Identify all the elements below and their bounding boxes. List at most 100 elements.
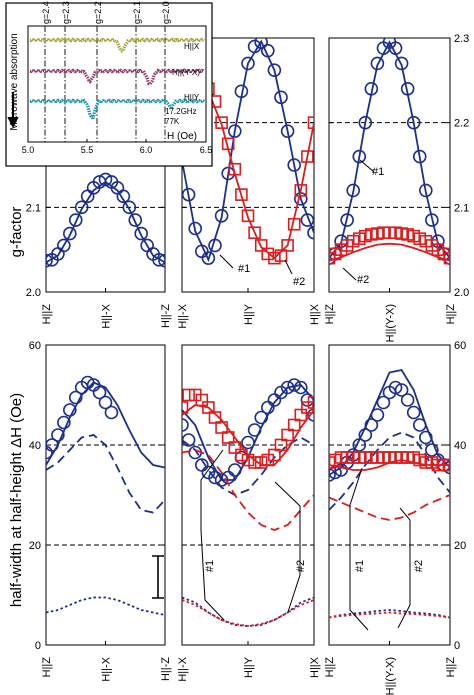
- data-point-square: [235, 188, 248, 201]
- data-point-circle: [307, 408, 314, 422]
- data-point-circle: [346, 183, 361, 198]
- series-group: [329, 368, 450, 619]
- trace-h-x: [29, 37, 206, 53]
- trace-h-y: [29, 98, 206, 120]
- chart-panel-6: H||Z H||(Y-X) H||Z 0 20 40 60 #1 #2: [324, 340, 466, 695]
- data-point-circle: [46, 253, 53, 268]
- annotation-leader: [359, 159, 375, 173]
- series-n2-dotted-line: [329, 611, 450, 619]
- y-tick-label: 40: [29, 440, 41, 452]
- series-group: [46, 172, 165, 268]
- g-marker-label: g=2.0: [161, 1, 171, 24]
- y-tick-label: 0: [35, 640, 41, 652]
- data-point-circle: [425, 443, 439, 457]
- annotation-leader: [397, 507, 411, 629]
- y-tick-label: 20: [454, 540, 466, 552]
- x-tick-label: H||-Z: [160, 304, 172, 328]
- y-tick-label: 2.1: [454, 202, 469, 214]
- data-point-circle: [98, 395, 113, 410]
- x-tick-label: H||-X: [101, 656, 113, 681]
- inset-frequency: 17.2GHz: [165, 107, 197, 116]
- x-tick-label: H||(Y-X): [385, 657, 397, 695]
- data-point-circle: [152, 253, 165, 267]
- inset-y-axis-label: Microwave absorption: [9, 33, 20, 130]
- arrow-down-icon: [7, 92, 19, 129]
- inset-x-tick-label: 6.0: [140, 145, 153, 155]
- inset-x-tick-label: 5.0: [22, 145, 35, 155]
- annotation-leader: [274, 481, 301, 613]
- data-point-circle: [241, 56, 255, 71]
- data-point-circle: [57, 415, 71, 430]
- annotation-1: #1: [354, 560, 366, 572]
- data-point-circle: [418, 183, 433, 198]
- y-tick-label: 2.0: [26, 287, 41, 299]
- data-point-square: [268, 251, 281, 265]
- data-point-circle: [201, 251, 216, 265]
- data-point-square: [307, 116, 314, 129]
- annotation-2: #2: [293, 276, 305, 288]
- data-point-square: [268, 448, 281, 462]
- data-point-square: [329, 251, 336, 265]
- data-point-square: [307, 396, 314, 409]
- data-point-circle: [68, 213, 83, 227]
- data-point-circle: [376, 395, 391, 410]
- annotation-1: #1: [238, 263, 250, 275]
- data-point-circle: [293, 380, 308, 395]
- series-n2-dotted-line: [182, 599, 314, 627]
- data-point-square: [287, 418, 301, 432]
- x-tick-label: H||Z: [324, 304, 336, 325]
- data-point-circle: [307, 225, 314, 240]
- series-dotted-line: [46, 596, 165, 616]
- y-tick-label: 20: [29, 540, 41, 552]
- series-n1-dotted-line: [182, 596, 314, 627]
- data-point-circle: [300, 393, 314, 407]
- g-marker-label: g=2.1: [132, 1, 142, 24]
- inset-x-tick-label: 6.5: [200, 145, 213, 155]
- data-point-circle: [358, 115, 373, 130]
- top-y-axis-label: g-factor: [8, 207, 25, 258]
- series-n1-dotted-line: [329, 609, 450, 619]
- y-tick-label: 60: [29, 340, 41, 352]
- data-point-circle: [63, 226, 77, 241]
- data-point-circle: [221, 470, 235, 485]
- data-point-circle: [134, 226, 148, 241]
- x-tick-label: H||-X: [177, 656, 189, 681]
- annotation-2: #2: [295, 560, 307, 572]
- annotation-leader: [349, 467, 369, 631]
- data-point-circle: [57, 238, 71, 253]
- data-point-square: [294, 408, 308, 422]
- y-tick-label: 2.3: [454, 33, 469, 45]
- data-point-square: [182, 401, 189, 414]
- inset-spectra: g=2.4 g=2.3 g=2.2 g=2.1 g=2.0 5.0 5.5 6.0 6.5 Mi…: [5, 1, 213, 167]
- data-point-circle: [214, 209, 229, 223]
- series-n2-line-line: [329, 242, 450, 262]
- annotation-1: #1: [204, 560, 216, 572]
- data-point-square: [329, 456, 336, 469]
- chart-panel-3: H||Z H||(Y-X) H||Z 2.0 2.1 2.2 2.3 #1 #2: [324, 33, 469, 342]
- data-point-circle: [182, 418, 189, 432]
- x-tick-label: H||X: [309, 303, 321, 325]
- x-tick-label: H||X: [309, 656, 321, 678]
- y-tick-label: 40: [454, 440, 466, 452]
- annotation-1: #1: [372, 166, 384, 178]
- data-point-circle: [394, 383, 409, 397]
- data-point-circle: [158, 253, 165, 268]
- data-point-circle: [68, 390, 83, 405]
- inset-trace-label-x: H||X: [184, 42, 200, 51]
- bottom-y-axis-label: half-width at half-height ΔH (Oe): [8, 393, 25, 607]
- series-n1-line-line: [182, 384, 314, 481]
- data-point-circle: [267, 63, 282, 77]
- series-n2-line-line: [329, 459, 450, 471]
- series-n1-line-line: [329, 40, 450, 259]
- y-tick-label: 0: [454, 640, 460, 652]
- panel-frame: [181, 344, 315, 646]
- x-tick-label: H||Z: [41, 657, 53, 678]
- data-point-circle: [364, 418, 379, 432]
- series-n2-line-line: [182, 404, 314, 466]
- data-point-circle: [98, 172, 113, 187]
- data-point-square: [248, 226, 261, 240]
- data-point-square: [281, 428, 294, 442]
- data-point-circle: [46, 445, 53, 460]
- series-dashed-line: [46, 434, 165, 514]
- series-n2-dashed-line: [329, 494, 450, 521]
